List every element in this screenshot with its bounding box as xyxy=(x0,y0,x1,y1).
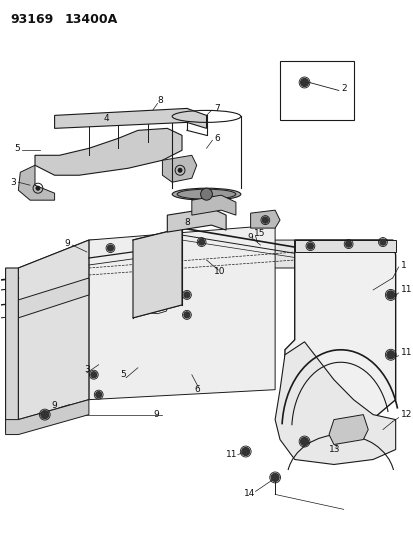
Text: 14: 14 xyxy=(243,489,254,498)
Text: 11: 11 xyxy=(400,348,411,357)
Circle shape xyxy=(183,312,190,318)
Circle shape xyxy=(262,217,268,223)
Polygon shape xyxy=(89,225,275,400)
Polygon shape xyxy=(133,228,182,318)
Circle shape xyxy=(241,448,249,456)
Text: 13400A: 13400A xyxy=(64,13,117,26)
Circle shape xyxy=(386,351,394,359)
Text: 11: 11 xyxy=(400,286,411,294)
Ellipse shape xyxy=(172,188,240,200)
Circle shape xyxy=(271,473,278,481)
Circle shape xyxy=(386,291,394,299)
Text: 11: 11 xyxy=(225,450,237,459)
Polygon shape xyxy=(18,165,55,200)
Polygon shape xyxy=(162,155,196,182)
Polygon shape xyxy=(18,240,387,268)
Text: 9: 9 xyxy=(247,232,253,241)
Text: 6: 6 xyxy=(194,385,200,394)
Circle shape xyxy=(178,168,182,172)
Text: 7: 7 xyxy=(214,104,220,113)
Circle shape xyxy=(300,438,308,446)
Text: 5: 5 xyxy=(14,144,20,153)
Circle shape xyxy=(307,243,313,249)
Polygon shape xyxy=(294,240,395,252)
Circle shape xyxy=(345,241,351,247)
Polygon shape xyxy=(55,108,206,128)
Text: 9: 9 xyxy=(153,410,159,419)
Text: 9: 9 xyxy=(64,239,70,247)
Ellipse shape xyxy=(177,189,235,199)
Text: 6: 6 xyxy=(214,134,220,143)
Circle shape xyxy=(95,392,102,398)
Circle shape xyxy=(36,186,40,190)
Polygon shape xyxy=(275,342,395,464)
Polygon shape xyxy=(191,195,235,215)
Polygon shape xyxy=(18,278,89,318)
Text: 13: 13 xyxy=(328,445,340,454)
Text: 3: 3 xyxy=(10,177,16,187)
Circle shape xyxy=(198,239,204,245)
Text: 8: 8 xyxy=(183,217,189,227)
Polygon shape xyxy=(6,400,89,434)
Circle shape xyxy=(379,239,385,245)
Text: 3: 3 xyxy=(84,365,90,374)
Polygon shape xyxy=(167,208,225,232)
Circle shape xyxy=(350,429,356,434)
Text: 15: 15 xyxy=(253,229,264,238)
Circle shape xyxy=(183,292,190,298)
Circle shape xyxy=(41,410,49,418)
Text: 93169: 93169 xyxy=(10,13,54,26)
Text: 9: 9 xyxy=(52,401,57,410)
Text: 5: 5 xyxy=(120,370,126,379)
Circle shape xyxy=(300,78,308,86)
Text: 4: 4 xyxy=(103,114,109,123)
Polygon shape xyxy=(328,415,367,445)
Circle shape xyxy=(200,188,212,200)
Polygon shape xyxy=(284,240,395,441)
Circle shape xyxy=(90,372,97,378)
Polygon shape xyxy=(250,210,279,228)
Circle shape xyxy=(107,245,113,251)
Text: 2: 2 xyxy=(341,84,347,93)
Text: 8: 8 xyxy=(157,96,163,105)
Polygon shape xyxy=(35,128,182,175)
Polygon shape xyxy=(18,240,89,419)
Text: 12: 12 xyxy=(400,410,411,419)
Text: 1: 1 xyxy=(400,261,405,270)
Polygon shape xyxy=(6,268,18,432)
Text: 10: 10 xyxy=(214,268,225,277)
